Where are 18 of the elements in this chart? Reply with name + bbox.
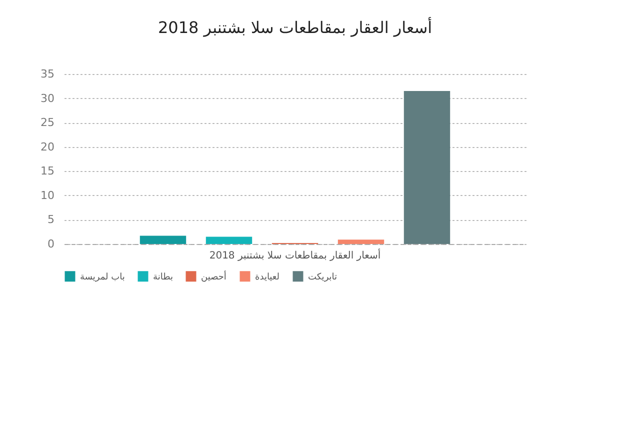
y-tick-label: 25 <box>40 116 54 130</box>
y-tick-label: 20 <box>40 140 54 154</box>
bar <box>140 236 186 244</box>
y-tick-label: 15 <box>40 164 54 178</box>
bar <box>206 236 252 244</box>
legend-label: أحصين <box>201 270 226 282</box>
legend-label: تابريكت <box>308 272 338 282</box>
y-tick-label: 10 <box>40 188 54 202</box>
y-tick-label: 5 <box>48 213 54 226</box>
y-tick-label: 35 <box>40 68 54 80</box>
legend-label: بطانة <box>153 272 173 282</box>
bar <box>338 240 384 244</box>
chart-title: أسعار العقار بمقاطعات سلا بشتنبر 2018 <box>158 17 432 37</box>
y-tick-label: 30 <box>40 92 54 105</box>
bar <box>404 91 450 244</box>
legend-label: لعيايدة <box>255 272 280 282</box>
legend-label: باب لمريسة <box>80 272 125 282</box>
y-tick-label: 0 <box>48 238 54 250</box>
